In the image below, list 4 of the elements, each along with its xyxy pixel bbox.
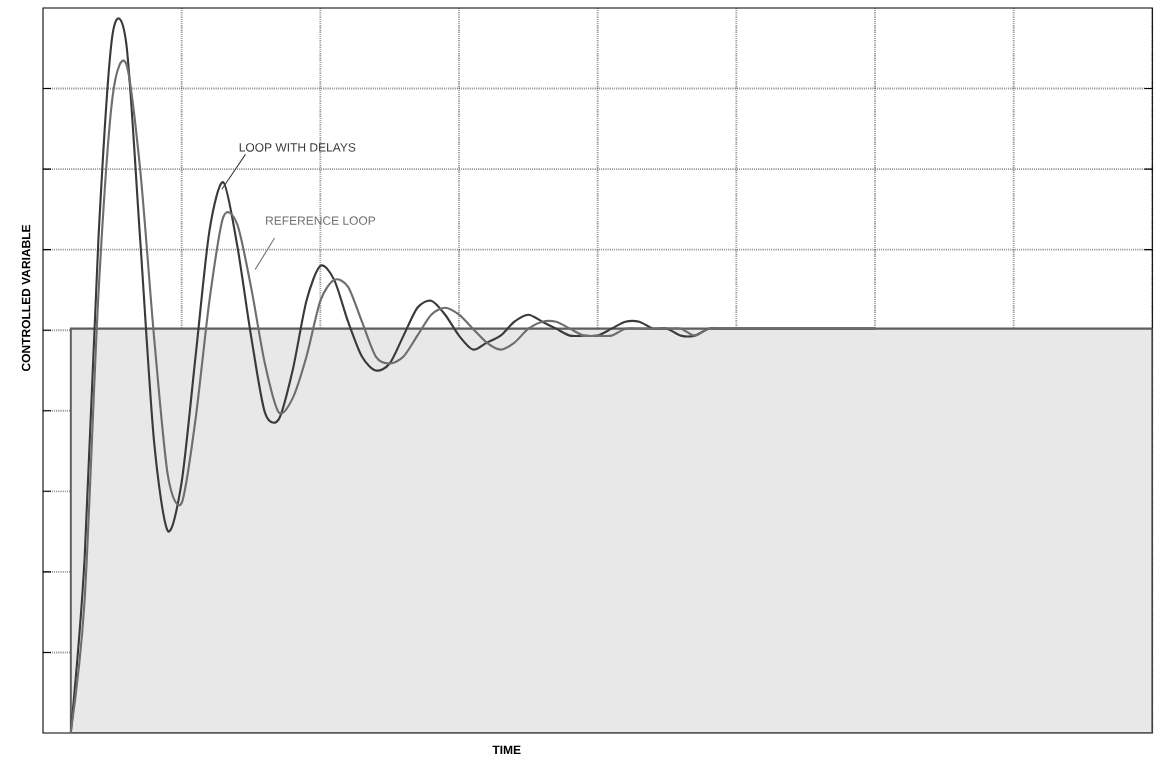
y-axis-title: CONTROLLED VARIABLE — [21, 224, 31, 372]
x-axis-title: TIME — [492, 745, 521, 754]
text: LOOP WITH DELAYS — [239, 143, 356, 152]
text: REFERENCE LOOP — [266, 216, 376, 225]
